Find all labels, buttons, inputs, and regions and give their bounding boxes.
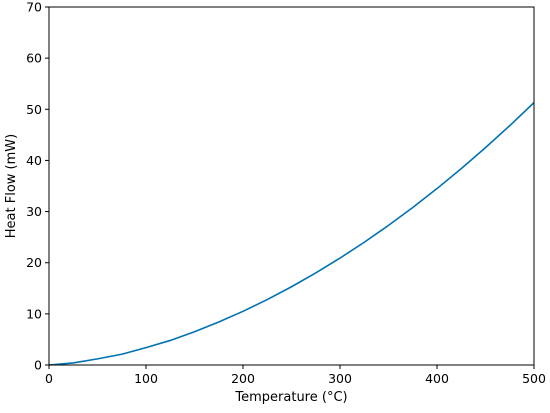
y-tick-label: 20	[26, 255, 42, 270]
y-axis-label: Heat Flow (mW)	[4, 134, 19, 238]
plot-area	[48, 102, 535, 366]
y-tick-label: 40	[26, 153, 42, 168]
y-tick-label: 30	[26, 204, 42, 219]
x-axis-label: Temperature (°C)	[234, 390, 347, 405]
x-axis-ticks: 0 100 200 300 400 500	[45, 365, 546, 386]
x-tick-label: 300	[328, 371, 352, 386]
series-line-0	[48, 102, 535, 366]
y-tick-label: 70	[26, 0, 42, 15]
x-tick-label: 100	[134, 371, 158, 386]
x-tick-label: 200	[231, 371, 255, 386]
x-tick-label: 500	[522, 371, 546, 386]
y-tick-label: 0	[34, 358, 42, 373]
y-tick-label: 10	[26, 306, 42, 321]
y-tick-label: 60	[26, 51, 42, 66]
y-tick-label: 50	[26, 102, 42, 117]
x-tick-label: 0	[45, 371, 53, 386]
y-axis-ticks: 0 10 20 30 40 50 60 70	[26, 0, 49, 373]
plot-frame	[48, 6, 535, 366]
x-tick-label: 400	[425, 371, 449, 386]
